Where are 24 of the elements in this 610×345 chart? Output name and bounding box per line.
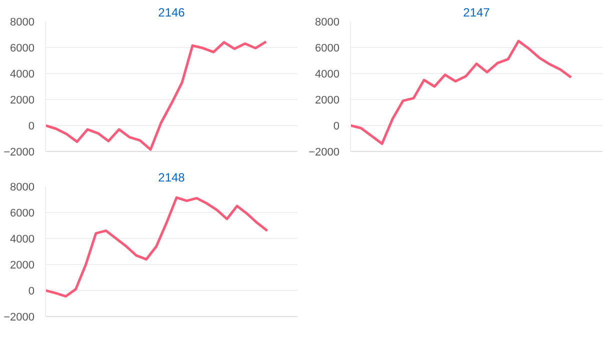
y-tick-label: 8000 bbox=[315, 16, 340, 28]
y-tick-label: 8000 bbox=[10, 16, 35, 28]
y-tick-label: 4000 bbox=[10, 68, 35, 80]
chart-title: 2148 bbox=[158, 170, 186, 184]
y-tick-label: −2000 bbox=[308, 146, 340, 158]
y-tick-label: 0 bbox=[333, 120, 340, 132]
y-tick-label: 8000 bbox=[10, 182, 35, 194]
line-series bbox=[350, 40, 572, 145]
line-series bbox=[46, 196, 269, 298]
y-tick-label: 2000 bbox=[10, 94, 35, 106]
y-tick-label: 6000 bbox=[10, 42, 35, 54]
y-tick-label: 0 bbox=[28, 286, 35, 298]
line-series bbox=[46, 40, 268, 151]
y-tick-label: 6000 bbox=[315, 42, 340, 54]
chart-title: 2146 bbox=[158, 6, 186, 20]
y-tick-label: −2000 bbox=[4, 146, 35, 158]
y-tick-label: 6000 bbox=[10, 208, 35, 220]
y-tick-label: 4000 bbox=[315, 68, 340, 80]
y-tick-label: 4000 bbox=[10, 234, 35, 246]
y-tick-label: 2000 bbox=[315, 94, 340, 106]
y-tick-label: −2000 bbox=[4, 312, 35, 324]
chart-title: 2147 bbox=[463, 6, 490, 20]
y-tick-label: 0 bbox=[28, 120, 35, 132]
y-tick-label: 2000 bbox=[10, 260, 35, 272]
